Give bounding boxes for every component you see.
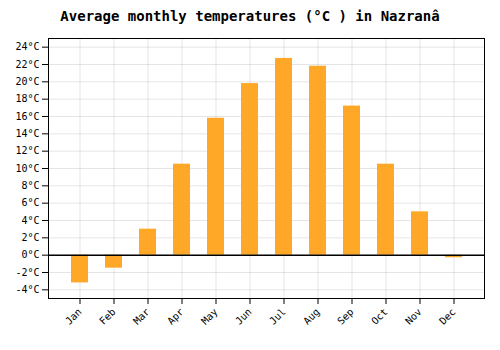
svg-text:8°C: 8°C [21,180,39,191]
svg-text:12°C: 12°C [15,145,39,156]
svg-text:18°C: 18°C [15,93,39,104]
svg-text:16°C: 16°C [15,111,39,122]
svg-text:0°C: 0°C [21,249,39,260]
svg-text:Jan: Jan [63,306,84,327]
svg-text:Feb: Feb [97,306,118,327]
svg-text:Jul: Jul [267,306,288,327]
svg-text:14°C: 14°C [15,128,39,139]
svg-text:6°C: 6°C [21,197,39,208]
svg-text:Nov: Nov [403,306,424,327]
svg-text:Apr: Apr [165,306,186,327]
svg-text:Sep: Sep [335,306,356,327]
svg-text:Dec: Dec [437,306,458,327]
svg-text:4°C: 4°C [21,215,39,226]
svg-text:Jun: Jun [233,306,254,327]
html-text:Average monthly temperatures (: Average monthly temperatures (°C ) in Na… [60,8,440,24]
svg-text:22°C: 22°C [15,59,39,70]
svg-text:Oct: Oct [369,306,390,327]
svg-text:10°C: 10°C [15,163,39,174]
svg-text:-2°C: -2°C [15,267,39,278]
svg-text:-4°C: -4°C [15,284,39,295]
svg-text:Aug: Aug [301,306,322,327]
svg-text:2°C: 2°C [21,232,39,243]
svg-text:20°C: 20°C [15,76,39,87]
svg-text:Mar: Mar [131,306,152,327]
svg-text:May: May [199,306,220,327]
svg-text:24°C: 24°C [15,41,39,52]
